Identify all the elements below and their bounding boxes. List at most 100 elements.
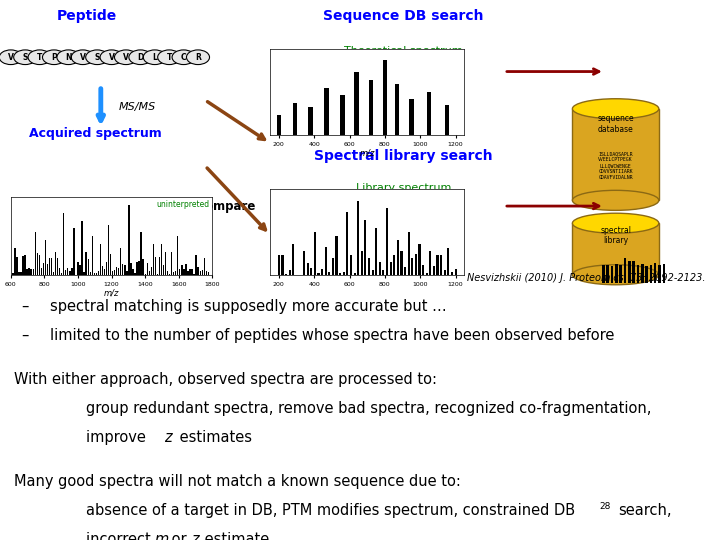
Ellipse shape <box>186 50 210 65</box>
Text: –: – <box>22 328 29 343</box>
Bar <box>173 272 174 275</box>
Bar <box>197 267 199 275</box>
Bar <box>14 248 16 275</box>
Bar <box>55 252 56 275</box>
Bar <box>27 269 28 275</box>
Bar <box>57 258 58 275</box>
Bar <box>404 267 406 275</box>
Bar <box>332 258 334 275</box>
Bar <box>84 272 85 275</box>
Text: Library spectrum: Library spectrum <box>356 183 451 193</box>
Bar <box>120 248 122 275</box>
Text: L: L <box>153 53 157 62</box>
Bar <box>649 265 652 284</box>
Bar <box>602 278 605 284</box>
Text: absence of a target in DB, PTM modifies spectrum, constrained DB: absence of a target in DB, PTM modifies … <box>86 503 575 518</box>
Bar <box>143 259 144 275</box>
Bar <box>40 268 42 275</box>
Bar <box>153 244 154 275</box>
Bar <box>47 264 48 275</box>
Bar <box>181 265 183 275</box>
Bar <box>195 255 197 275</box>
Bar <box>145 274 146 275</box>
Bar <box>350 255 352 275</box>
FancyBboxPatch shape <box>572 223 659 275</box>
Bar <box>658 274 661 284</box>
Bar <box>654 264 657 284</box>
Text: V: V <box>109 53 114 62</box>
Bar <box>436 255 438 275</box>
Bar <box>183 269 184 275</box>
Bar <box>611 266 613 284</box>
Bar <box>61 273 63 275</box>
Bar <box>418 244 420 275</box>
Bar <box>20 272 22 275</box>
Bar <box>32 269 34 275</box>
Bar <box>171 252 172 275</box>
Bar <box>24 255 26 275</box>
Bar <box>98 271 99 275</box>
Bar <box>138 261 140 275</box>
Bar <box>202 270 203 275</box>
Bar <box>292 244 294 275</box>
Bar <box>122 264 123 275</box>
Text: or: or <box>167 532 192 540</box>
Bar <box>12 273 14 275</box>
Text: search,: search, <box>618 503 671 518</box>
Bar <box>128 205 130 275</box>
Bar <box>167 271 168 275</box>
Bar <box>30 269 32 275</box>
Bar <box>79 265 81 275</box>
Bar <box>175 271 176 275</box>
Text: R: R <box>195 53 201 62</box>
Bar <box>328 272 330 275</box>
Bar <box>42 263 44 275</box>
Bar <box>106 262 107 275</box>
Text: Nesvizhskii (2010) J. Proteomics, 73: 2092-2123.: Nesvizhskii (2010) J. Proteomics, 73: 20… <box>467 273 706 284</box>
Bar <box>386 208 388 275</box>
Bar <box>628 276 631 284</box>
Bar <box>10 269 12 275</box>
Text: compare: compare <box>198 200 256 213</box>
Bar <box>422 265 424 275</box>
Bar <box>206 271 207 275</box>
Bar <box>39 255 40 275</box>
Bar <box>100 244 101 275</box>
Ellipse shape <box>158 50 181 65</box>
Bar <box>382 60 387 134</box>
Bar <box>624 258 626 284</box>
Bar <box>276 115 281 134</box>
Bar <box>645 266 648 284</box>
Bar <box>37 253 38 275</box>
Text: ISLLDAQSAPLR
VVEELCPTPEGK
LLLQWCWENGE
CDVVSNTIIARK
GDAVFVIDALNR: ISLLDAQSAPLR VVEELCPTPEGK LLLQWCWENGE CD… <box>598 152 633 180</box>
Bar <box>662 275 665 284</box>
Bar <box>282 255 284 275</box>
Bar <box>126 271 127 275</box>
Bar <box>112 271 113 275</box>
Text: !: ! <box>29 255 37 273</box>
Bar <box>63 213 64 275</box>
Bar <box>96 273 97 275</box>
Text: Peptide: Peptide <box>56 9 117 23</box>
Text: MS/MS: MS/MS <box>119 102 156 112</box>
Bar <box>91 236 93 275</box>
Bar <box>116 267 117 275</box>
Bar <box>454 268 456 275</box>
Bar <box>118 268 120 275</box>
Bar <box>114 271 115 275</box>
Bar <box>619 265 622 284</box>
Bar <box>369 80 373 134</box>
Ellipse shape <box>57 50 80 65</box>
Bar <box>321 269 323 275</box>
Bar <box>130 264 132 275</box>
Bar <box>408 232 410 275</box>
Bar <box>426 273 428 275</box>
Bar <box>169 274 171 275</box>
Bar <box>444 270 446 275</box>
Bar <box>447 248 449 275</box>
Bar <box>375 228 377 275</box>
Bar <box>364 220 366 275</box>
Text: V: V <box>8 53 14 62</box>
Bar <box>390 262 392 275</box>
Text: z: z <box>191 532 199 540</box>
